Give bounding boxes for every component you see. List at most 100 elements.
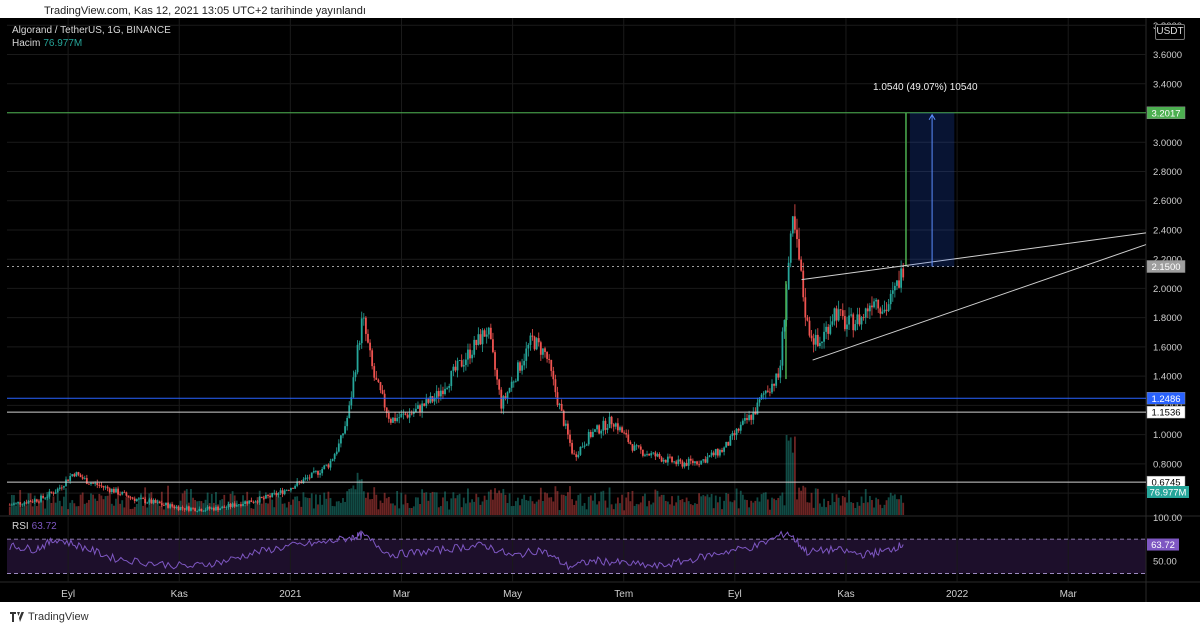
candle-body [535,338,538,350]
candle-body [804,297,807,318]
candle-body [739,424,742,431]
volume-bar [254,501,257,515]
candle-body [893,285,896,291]
volume-bar [317,504,319,515]
volume-bar [519,505,521,515]
candle-body [871,305,873,308]
volume-bar [175,507,178,515]
volume-bar [664,500,667,515]
volume-bar [510,506,513,515]
volume-bar [406,503,409,515]
candle-body [252,502,255,503]
candle-body [885,309,888,311]
volume-bar [162,509,165,515]
candle-body [423,403,426,406]
volume-bar [325,498,328,515]
volume-bar [887,497,890,515]
candle-body [639,446,642,450]
candle-body [525,348,528,361]
currency-button[interactable]: USDT [1155,24,1185,40]
candle-body [852,314,855,331]
volume-bar [546,493,548,515]
candle-body [539,342,542,355]
volume-legend: Hacim 76.977M [12,38,82,49]
candle-body [854,324,857,331]
volume-bar [281,503,284,515]
volume-bar [475,493,478,515]
volume-bar [321,504,324,515]
candle-body [456,360,459,371]
candle-body [558,403,561,405]
candle-body [250,500,253,503]
volume-bar [696,503,698,515]
rsi-badge [1147,538,1179,551]
volume-bar [504,494,507,515]
volume-bar [821,506,823,515]
candle-body [471,354,474,359]
volume-bar [444,491,446,515]
candle-body [40,495,42,502]
volume-bar [400,492,403,515]
volume-bar [783,505,786,515]
volume-bar [329,498,332,515]
candle-body [194,508,197,512]
candle-body [514,380,517,382]
candles [8,204,905,513]
volume-bar [83,503,86,515]
volume-bar [604,500,607,515]
volume-bar [342,497,344,515]
candle-body [635,445,638,447]
volume-bar [498,490,501,515]
candle-body [364,317,367,334]
volume-bar [542,500,544,515]
candle-body [56,488,59,493]
candle-body [75,472,78,477]
candle-body [352,377,355,398]
volume-bar [658,496,661,515]
volume-bar [115,498,117,515]
volume-bar [110,503,113,515]
candle-body [431,396,434,402]
level-badge [1146,106,1186,120]
level-badge-label: 1.1536 [1151,408,1180,419]
candle-body [462,365,465,367]
candle-body [623,432,626,434]
volume-bar [423,492,426,515]
volume-bar [868,495,871,515]
volume-bar [404,494,407,515]
candle-body [812,338,815,345]
volume-bar [165,503,167,515]
candle-body [237,504,240,506]
volume-bar [167,485,169,515]
y-tick-label: 1.0000 [1153,430,1182,441]
volume-bar [606,507,609,515]
symbol-title[interactable]: Algorand / TetherUS, 1G, BINANCE [12,25,171,36]
volume-bar [385,498,388,515]
candle-body [787,262,790,290]
candle-body [737,428,740,431]
volume-bar [92,494,94,515]
candle-body [546,351,548,359]
measure-label: 1.0540 (49.07%) 10540 [873,82,978,93]
candle-body [221,506,224,509]
volume-bar [591,500,594,515]
volume-bar [460,507,463,515]
candle-body [473,339,476,355]
candle-body [823,331,825,342]
volume-bar [748,507,750,515]
volume-bar [864,489,867,515]
candle-body [444,388,446,395]
candle-body [487,327,490,335]
volume-bar [544,492,546,515]
volume-bar [806,502,809,515]
candle-body [598,425,601,434]
volume-bar [442,497,444,515]
volume-bar [623,510,626,515]
candle-body [312,471,315,473]
volume-bar [489,489,492,515]
candle-body [500,389,503,409]
candle-body [287,490,290,491]
candle-body [46,496,49,498]
candle-body [575,454,578,458]
